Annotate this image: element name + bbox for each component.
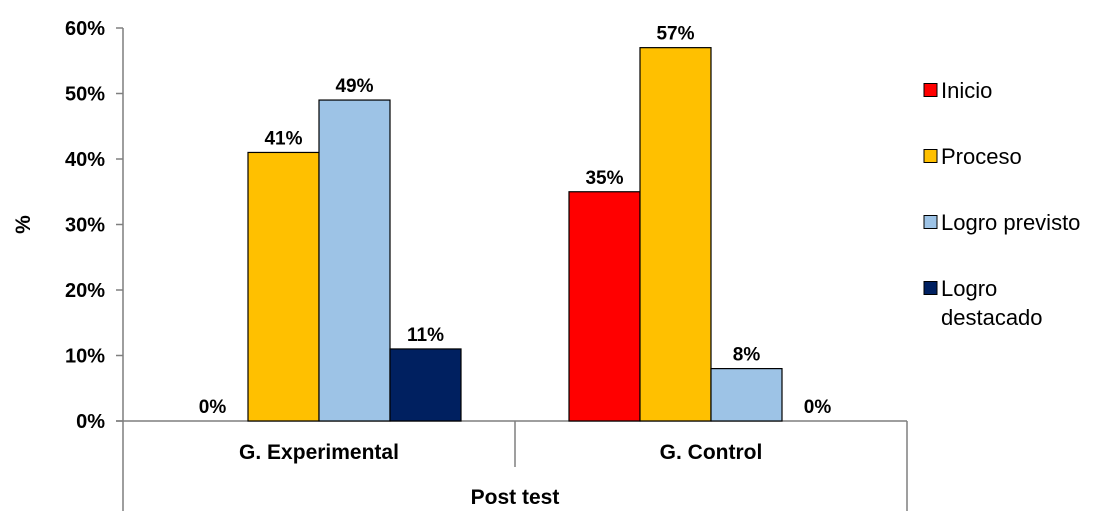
y-tick-label: 40%: [65, 149, 105, 171]
y-tick-label: 50%: [65, 84, 105, 106]
legend-swatch: [923, 281, 938, 295]
y-tick-label: 20%: [65, 280, 105, 302]
data-label: 35%: [585, 168, 623, 189]
x-category-label: G. Experimental: [239, 441, 399, 464]
legend-label: Logro destacado: [941, 276, 1043, 330]
legend-label: Inicio: [941, 78, 992, 103]
bar-inicio: [568, 191, 641, 422]
data-label: 0%: [804, 397, 832, 418]
data-label: 0%: [199, 397, 227, 418]
x-category-label: G. Control: [660, 441, 763, 464]
data-label: 49%: [335, 76, 373, 97]
bar-proceso: [247, 151, 320, 422]
bar-logro-destacado: [389, 348, 462, 422]
legend-label: Logro previsto: [941, 210, 1080, 235]
y-tick-label: 60%: [65, 18, 105, 40]
bar-proceso: [639, 47, 712, 422]
y-axis-title: %: [12, 215, 35, 234]
legend-label: Proceso: [941, 144, 1022, 169]
y-tick-label: 30%: [65, 215, 105, 237]
data-label: 11%: [407, 325, 444, 346]
legend-swatch: [923, 83, 938, 97]
y-tick-label: 10%: [65, 346, 105, 368]
bar-logro-previsto: [318, 99, 391, 422]
data-label: 57%: [656, 24, 694, 45]
x-axis-title: Post test: [471, 486, 560, 509]
data-label: 41%: [264, 128, 302, 149]
y-tick-label: 0%: [76, 411, 105, 433]
bar-logro-previsto: [710, 368, 783, 422]
data-label: 8%: [733, 345, 761, 366]
legend-swatch: [923, 215, 938, 229]
legend-swatch: [923, 149, 938, 163]
